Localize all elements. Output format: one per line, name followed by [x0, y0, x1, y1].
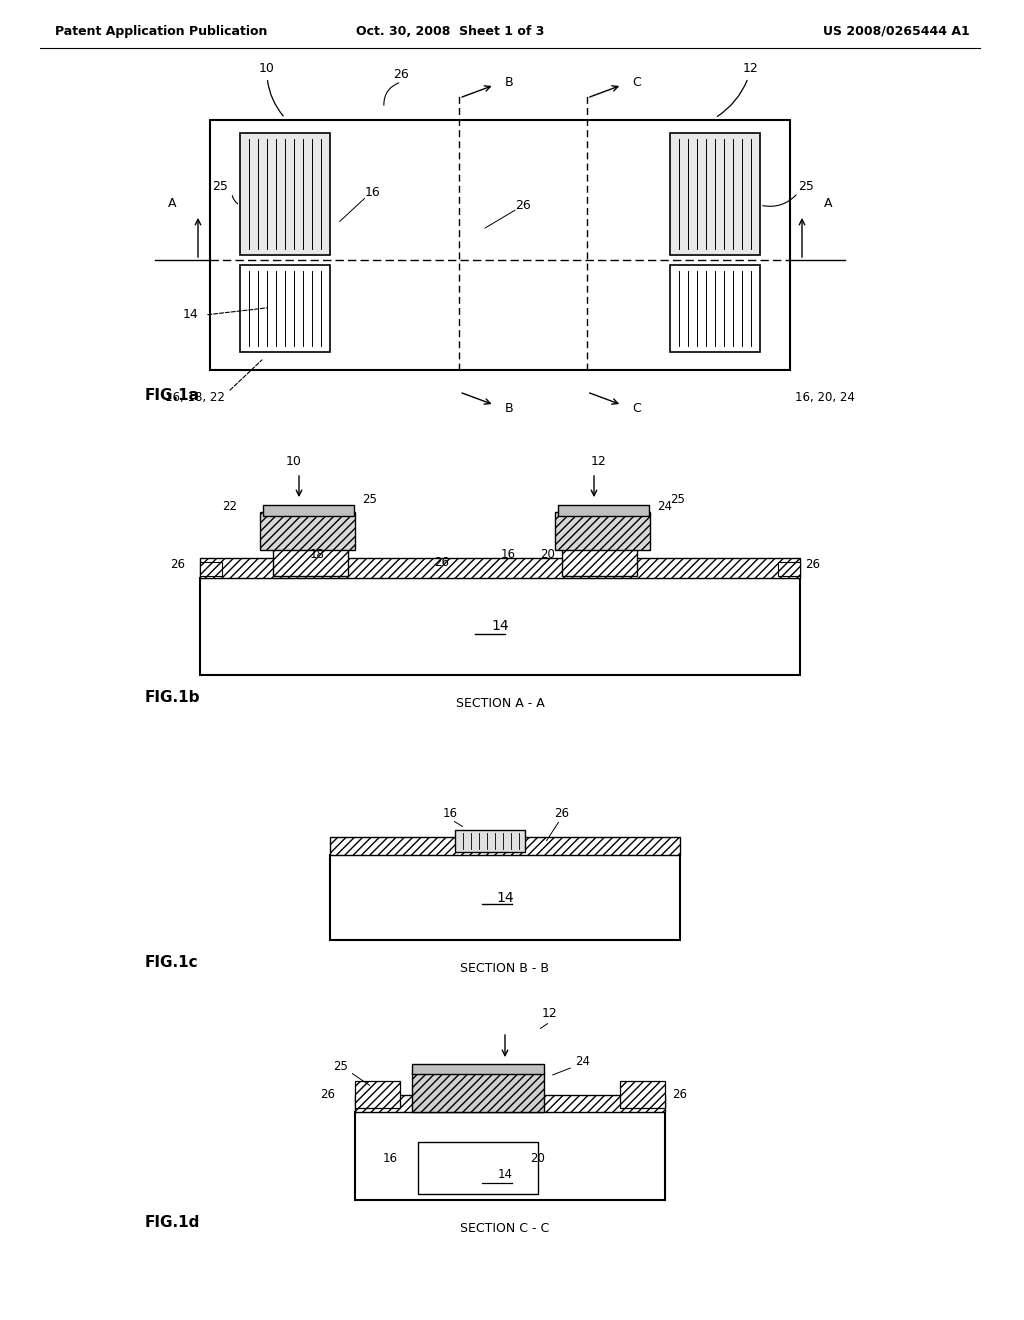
Text: 18: 18 [309, 548, 325, 561]
Bar [412, 1064, 544, 1074]
Text: A: A [823, 197, 833, 210]
Text: 10: 10 [259, 62, 284, 116]
Bar [355, 1111, 665, 1200]
Bar [263, 506, 354, 516]
Bar [558, 506, 649, 516]
Text: SECTION A - A: SECTION A - A [456, 697, 545, 710]
Bar [670, 133, 760, 255]
Text: 20: 20 [530, 1152, 545, 1166]
Text: 14: 14 [182, 309, 198, 322]
Text: 25: 25 [212, 181, 228, 193]
Text: A: A [168, 197, 176, 210]
Text: B: B [505, 75, 513, 88]
Text: US 2008/0265444 A1: US 2008/0265444 A1 [823, 25, 970, 38]
Text: 26: 26 [170, 558, 185, 572]
Text: C: C [632, 401, 641, 414]
Bar [562, 546, 637, 576]
Bar [412, 1072, 544, 1111]
Text: 16, 20, 24: 16, 20, 24 [795, 392, 855, 404]
Text: 12: 12 [718, 62, 759, 116]
Text: FIG.1c: FIG.1c [145, 954, 199, 970]
Text: 12: 12 [542, 1007, 558, 1020]
Text: 24: 24 [657, 500, 673, 513]
Text: 26: 26 [805, 558, 820, 572]
Text: FIG.1b: FIG.1b [145, 690, 201, 705]
Text: Oct. 30, 2008  Sheet 1 of 3: Oct. 30, 2008 Sheet 1 of 3 [355, 25, 544, 38]
Text: 16, 18, 22: 16, 18, 22 [165, 392, 225, 404]
Text: 26: 26 [672, 1088, 687, 1101]
Text: 26: 26 [319, 1088, 335, 1101]
Text: 25: 25 [670, 492, 685, 506]
Text: 16: 16 [442, 807, 458, 820]
Text: FIG.1a: FIG.1a [145, 388, 200, 403]
Bar [330, 855, 680, 940]
Bar [620, 1081, 665, 1107]
Text: B: B [505, 401, 513, 414]
Bar [778, 562, 800, 576]
Text: 14: 14 [498, 1168, 512, 1181]
Text: 22: 22 [222, 500, 238, 513]
Bar [200, 562, 222, 576]
Text: 25: 25 [333, 1060, 348, 1073]
Bar [200, 558, 800, 578]
Text: 10: 10 [286, 455, 302, 469]
Text: 25: 25 [362, 492, 377, 506]
Text: C: C [632, 75, 641, 88]
Text: 26: 26 [515, 198, 531, 211]
Bar [273, 546, 348, 576]
Text: 16: 16 [383, 1152, 398, 1166]
Text: 26: 26 [434, 556, 450, 569]
Text: 16: 16 [365, 186, 380, 199]
Text: 24: 24 [575, 1055, 590, 1068]
Bar [355, 1081, 400, 1107]
Bar [330, 837, 680, 855]
Text: Patent Application Publication: Patent Application Publication [55, 25, 267, 38]
Text: 20: 20 [541, 548, 555, 561]
Text: 26: 26 [555, 807, 569, 820]
Bar [200, 578, 800, 675]
Text: 12: 12 [591, 455, 607, 469]
Bar [418, 1142, 538, 1195]
Bar [355, 1096, 665, 1111]
Bar [555, 512, 650, 550]
Bar [670, 265, 760, 352]
Bar [210, 120, 790, 370]
Text: 16: 16 [501, 548, 515, 561]
Text: SECTION B - B: SECTION B - B [461, 962, 550, 975]
Text: FIG.1d: FIG.1d [145, 1214, 201, 1230]
Text: SECTION C - C: SECTION C - C [461, 1222, 550, 1236]
Bar [260, 512, 355, 550]
Bar [455, 830, 525, 851]
Text: 25: 25 [798, 181, 814, 193]
Text: 14: 14 [497, 891, 514, 904]
Text: 14: 14 [492, 619, 509, 634]
Bar [240, 265, 330, 352]
Text: 26: 26 [393, 69, 410, 81]
Bar [240, 133, 330, 255]
